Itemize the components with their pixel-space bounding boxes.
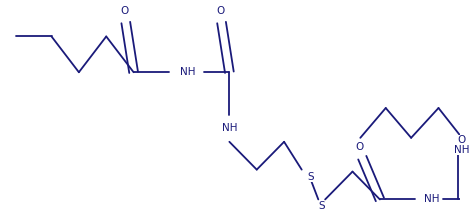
Text: O: O (217, 6, 225, 16)
Text: NH: NH (222, 123, 237, 133)
Text: O: O (121, 6, 129, 16)
Text: NH: NH (180, 67, 195, 77)
Text: O: O (458, 135, 466, 145)
Text: O: O (355, 142, 363, 152)
Text: S: S (307, 171, 314, 182)
Text: NH: NH (424, 194, 439, 204)
Text: S: S (318, 201, 325, 211)
Text: NH: NH (454, 145, 470, 155)
